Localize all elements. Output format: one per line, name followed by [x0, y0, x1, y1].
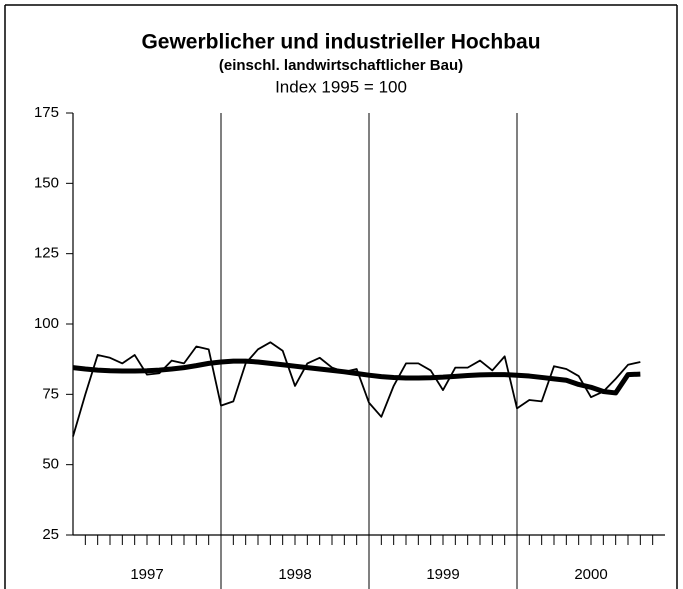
series-line: [72, 341, 641, 437]
x-group-label: 1997: [130, 566, 163, 583]
x-group-label: 1999: [426, 566, 459, 583]
y-tick-label: 150: [34, 174, 59, 191]
x-group-label: 2000: [574, 566, 607, 583]
y-tick-label: 125: [34, 245, 59, 262]
y-tick-label: 75: [42, 385, 59, 402]
chart-subtitle: (einschl. landwirtschaftlicher Bau): [219, 57, 463, 74]
index-note: Index 1995 = 100: [275, 77, 407, 96]
series-line: [72, 358, 641, 396]
y-tick-label: 50: [42, 456, 59, 473]
y-tick-label: 25: [42, 526, 59, 543]
y-tick-label: 175: [34, 104, 59, 121]
chart-title: Gewerblicher und industrieller Hochbau: [141, 31, 540, 54]
x-group-label: 1998: [278, 566, 311, 583]
y-tick-label: 100: [34, 315, 59, 332]
